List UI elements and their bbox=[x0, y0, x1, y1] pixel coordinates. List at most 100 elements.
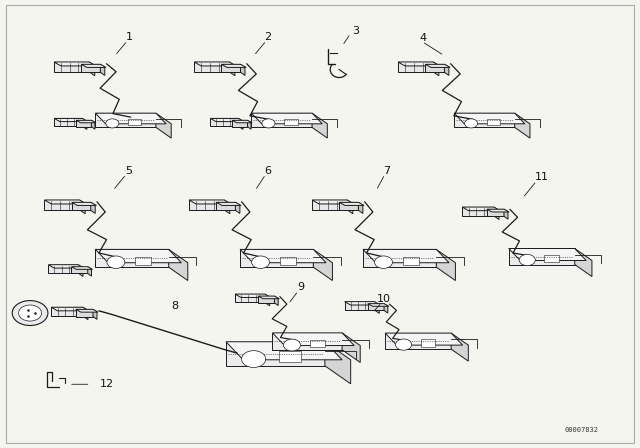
Circle shape bbox=[284, 339, 300, 351]
Polygon shape bbox=[312, 113, 327, 138]
Bar bbox=[279, 351, 301, 362]
Circle shape bbox=[396, 339, 412, 350]
Polygon shape bbox=[342, 333, 360, 362]
Polygon shape bbox=[54, 118, 83, 126]
Polygon shape bbox=[433, 62, 439, 76]
Polygon shape bbox=[83, 307, 88, 319]
Polygon shape bbox=[51, 307, 89, 311]
Polygon shape bbox=[344, 302, 380, 305]
Polygon shape bbox=[494, 207, 499, 220]
Polygon shape bbox=[51, 307, 83, 316]
Polygon shape bbox=[325, 342, 351, 384]
Polygon shape bbox=[76, 120, 96, 123]
Text: 7: 7 bbox=[383, 166, 390, 176]
Polygon shape bbox=[374, 302, 380, 313]
Polygon shape bbox=[156, 113, 172, 138]
Bar bbox=[128, 119, 141, 125]
Polygon shape bbox=[78, 265, 83, 276]
Text: 4: 4 bbox=[420, 33, 427, 43]
Polygon shape bbox=[169, 250, 188, 280]
Polygon shape bbox=[252, 113, 312, 127]
Polygon shape bbox=[347, 200, 353, 214]
Polygon shape bbox=[240, 250, 326, 263]
Polygon shape bbox=[72, 202, 97, 206]
Polygon shape bbox=[462, 207, 494, 216]
Polygon shape bbox=[509, 249, 586, 260]
Polygon shape bbox=[339, 202, 364, 206]
Polygon shape bbox=[48, 265, 84, 268]
Polygon shape bbox=[248, 120, 251, 129]
Circle shape bbox=[465, 119, 477, 128]
Polygon shape bbox=[95, 250, 169, 267]
Bar bbox=[310, 340, 325, 347]
Circle shape bbox=[19, 305, 42, 321]
Polygon shape bbox=[232, 120, 252, 123]
Polygon shape bbox=[100, 65, 105, 75]
Text: 00007832: 00007832 bbox=[564, 426, 598, 433]
Polygon shape bbox=[487, 209, 504, 216]
Polygon shape bbox=[89, 62, 95, 76]
Polygon shape bbox=[229, 62, 235, 76]
Polygon shape bbox=[54, 62, 89, 72]
Polygon shape bbox=[258, 296, 279, 299]
Polygon shape bbox=[226, 342, 325, 366]
Polygon shape bbox=[444, 65, 449, 75]
Polygon shape bbox=[462, 207, 500, 211]
Polygon shape bbox=[363, 250, 449, 263]
Text: 8: 8 bbox=[171, 302, 179, 311]
Polygon shape bbox=[436, 250, 456, 280]
Polygon shape bbox=[239, 118, 243, 129]
Polygon shape bbox=[454, 113, 515, 127]
Polygon shape bbox=[314, 250, 332, 280]
Polygon shape bbox=[76, 120, 92, 127]
Polygon shape bbox=[344, 302, 374, 310]
Polygon shape bbox=[95, 113, 156, 127]
Polygon shape bbox=[236, 202, 240, 213]
Polygon shape bbox=[95, 250, 181, 263]
Polygon shape bbox=[95, 113, 166, 124]
Polygon shape bbox=[232, 120, 248, 127]
Polygon shape bbox=[72, 202, 91, 210]
Polygon shape bbox=[241, 65, 245, 75]
Polygon shape bbox=[92, 120, 95, 129]
Polygon shape bbox=[398, 62, 440, 66]
Polygon shape bbox=[235, 294, 265, 302]
Polygon shape bbox=[194, 62, 229, 72]
Polygon shape bbox=[235, 294, 271, 297]
Polygon shape bbox=[312, 200, 347, 210]
Polygon shape bbox=[224, 200, 230, 214]
Polygon shape bbox=[91, 202, 95, 213]
Circle shape bbox=[519, 254, 535, 266]
Bar bbox=[487, 119, 500, 125]
Polygon shape bbox=[189, 200, 231, 204]
Polygon shape bbox=[226, 342, 342, 360]
Polygon shape bbox=[275, 296, 278, 306]
Text: 1: 1 bbox=[125, 32, 132, 42]
Text: 10: 10 bbox=[377, 294, 391, 304]
Polygon shape bbox=[211, 118, 244, 121]
Polygon shape bbox=[81, 65, 100, 72]
Polygon shape bbox=[273, 333, 354, 345]
Polygon shape bbox=[312, 200, 354, 204]
Polygon shape bbox=[216, 202, 241, 206]
Polygon shape bbox=[273, 333, 342, 350]
Circle shape bbox=[374, 256, 392, 268]
Polygon shape bbox=[515, 113, 530, 138]
Polygon shape bbox=[398, 62, 433, 72]
Bar bbox=[420, 340, 435, 347]
Polygon shape bbox=[54, 62, 96, 66]
Polygon shape bbox=[88, 267, 92, 276]
Polygon shape bbox=[426, 65, 444, 72]
Polygon shape bbox=[72, 267, 93, 269]
Polygon shape bbox=[240, 250, 314, 267]
Circle shape bbox=[252, 256, 269, 268]
Polygon shape bbox=[426, 65, 450, 67]
Polygon shape bbox=[211, 118, 239, 126]
Polygon shape bbox=[487, 209, 509, 212]
Polygon shape bbox=[339, 202, 358, 210]
Circle shape bbox=[12, 301, 48, 326]
Text: 5: 5 bbox=[125, 166, 132, 176]
Polygon shape bbox=[368, 304, 384, 310]
Polygon shape bbox=[451, 333, 468, 361]
Polygon shape bbox=[54, 118, 88, 121]
